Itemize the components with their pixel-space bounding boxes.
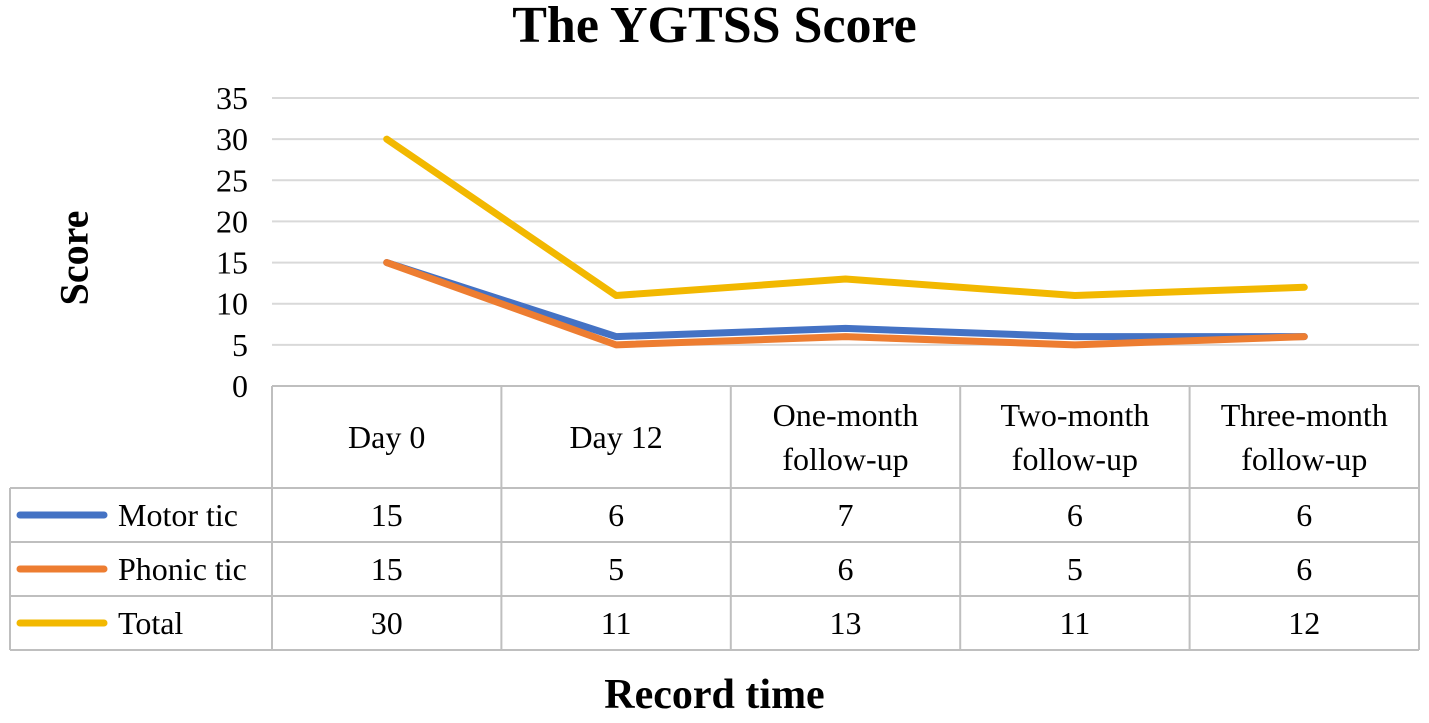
data-label: 5	[608, 551, 624, 587]
x-tick-label: Day 0	[348, 419, 425, 455]
data-label: 6	[608, 497, 624, 533]
data-label: 6	[1296, 497, 1312, 533]
series-line	[383, 259, 1308, 349]
series-line	[383, 135, 1308, 299]
y-tick-label: 25	[216, 162, 248, 198]
y-tick-label: 0	[232, 368, 248, 404]
x-tick-label: Three-month	[1221, 397, 1388, 433]
y-tick-label: 5	[232, 327, 248, 363]
legend-label: Total	[118, 605, 183, 641]
data-label: 30	[371, 605, 403, 641]
data-label: 15	[371, 551, 403, 587]
data-label: 13	[830, 605, 862, 641]
data-label: 15	[371, 497, 403, 533]
y-tick-label: 35	[216, 80, 248, 116]
data-label: 11	[601, 605, 632, 641]
data-label: 6	[838, 551, 854, 587]
legend-label: Phonic tic	[118, 551, 247, 587]
data-label: 11	[1059, 605, 1090, 641]
data-label: 6	[1296, 551, 1312, 587]
x-tick-label: follow-up	[1012, 441, 1138, 477]
data-label: 5	[1067, 551, 1083, 587]
x-tick-label: Two-month	[1000, 397, 1149, 433]
y-tick-label: 10	[216, 286, 248, 322]
data-label: 7	[838, 497, 854, 533]
data-label: 12	[1288, 605, 1320, 641]
y-tick-label: 15	[216, 245, 248, 281]
legend-label: Motor tic	[118, 497, 238, 533]
data-label: 6	[1067, 497, 1083, 533]
series-line	[383, 259, 1308, 341]
chart-title: The YGTSS Score	[512, 0, 917, 54]
y-tick-label: 30	[216, 121, 248, 157]
x-tick-label: follow-up	[782, 441, 908, 477]
x-axis-label: Record time	[604, 672, 825, 718]
x-tick-label: Day 12	[569, 419, 662, 455]
x-tick-label: follow-up	[1241, 441, 1367, 477]
x-tick-label: One-month	[773, 397, 919, 433]
y-tick-label: 20	[216, 203, 248, 239]
